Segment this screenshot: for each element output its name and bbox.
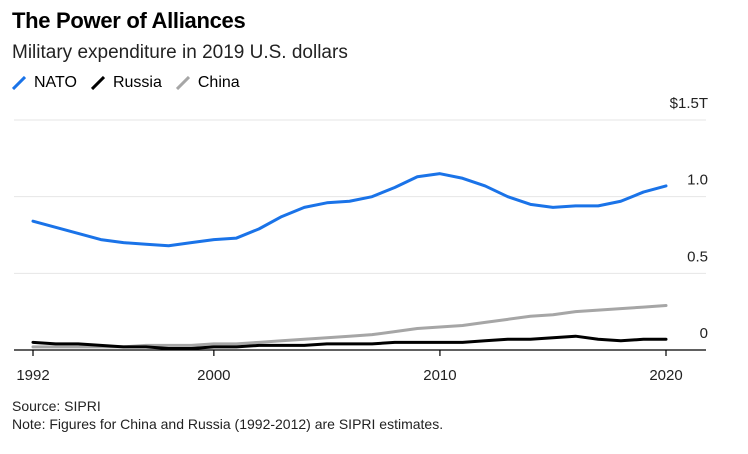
legend-swatch-russia	[90, 76, 105, 90]
legend-label-china: China	[197, 74, 240, 91]
chart-legend: NATO Russia China	[12, 74, 254, 92]
y-tick-label: 0	[700, 325, 708, 342]
legend-swatch-nato	[12, 76, 26, 90]
x-tick-label: 2000	[197, 367, 230, 384]
y-tick-label: $1.5T	[670, 95, 708, 112]
y-tick-label: 0.5	[687, 248, 708, 265]
source-note: Source: SIPRI	[12, 398, 101, 414]
y-tick-label: 1.0	[687, 172, 708, 189]
series-line-nato	[31, 172, 668, 248]
x-tick-label: 2020	[649, 367, 682, 384]
legend-item-china: China	[175, 74, 240, 92]
x-tick-label: 1992	[16, 367, 49, 384]
legend-label-russia: Russia	[112, 74, 162, 91]
legend-item-russia: Russia	[90, 74, 162, 92]
x-tick-label: 2010	[423, 367, 456, 384]
series-line-china	[31, 304, 668, 349]
chart-subtitle: Military expenditure in 2019 U.S. dollar…	[12, 42, 348, 63]
legend-item-nato: NATO	[12, 74, 77, 92]
legend-swatch-china	[175, 76, 190, 90]
legend-label-nato: NATO	[34, 74, 77, 91]
footnote: Note: Figures for China and Russia (1992…	[12, 416, 444, 432]
series-line-russia	[31, 334, 668, 350]
chart-title: The Power of Alliances	[12, 8, 246, 33]
